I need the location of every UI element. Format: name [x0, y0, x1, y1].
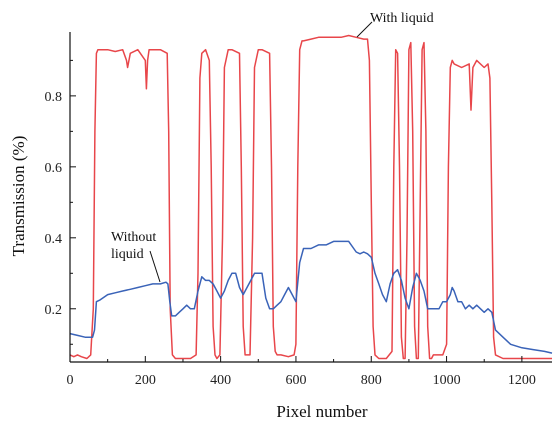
axes-layer: [69, 32, 552, 363]
y-axis-title: Transmission (%): [9, 136, 28, 257]
series-line-without: [69, 240, 553, 354]
y-tick-label-0.8: 0.8: [45, 90, 63, 105]
x-tick-label-0: 0: [67, 373, 74, 388]
x-tick-label-800: 800: [361, 373, 382, 388]
x-axis-title: Pixel number: [276, 402, 367, 421]
series-line-with: [69, 34, 552, 360]
x-tick-label-200: 200: [135, 373, 156, 388]
annotation-with-liquid-label: With liquid: [370, 11, 434, 26]
series-layer: [69, 34, 553, 360]
annotation-without-liquid-line1: Without: [111, 230, 156, 245]
annotation-without-liquid-line2: liquid: [111, 247, 144, 262]
x-tick-label-1200: 1200: [508, 373, 536, 388]
annotation-without-liquid: Without liquid: [111, 230, 161, 283]
y-tick-label-0.2: 0.2: [45, 303, 63, 318]
annotation-with-liquid: With liquid: [356, 11, 434, 38]
y-tick-label-0.4: 0.4: [45, 232, 63, 247]
annotation-without-liquid-leader: [149, 250, 161, 283]
annotation-with-liquid-leader: [356, 21, 373, 38]
y-tick-label-0.6: 0.6: [45, 161, 63, 176]
x-tick-label-400: 400: [210, 373, 231, 388]
ticks-layer: 0 200 400 600 800 1000 1200 0.2 0.4 0.6 0.8: [45, 59, 536, 388]
x-tick-label-600: 600: [285, 373, 306, 388]
x-tick-label-1000: 1000: [433, 373, 461, 388]
